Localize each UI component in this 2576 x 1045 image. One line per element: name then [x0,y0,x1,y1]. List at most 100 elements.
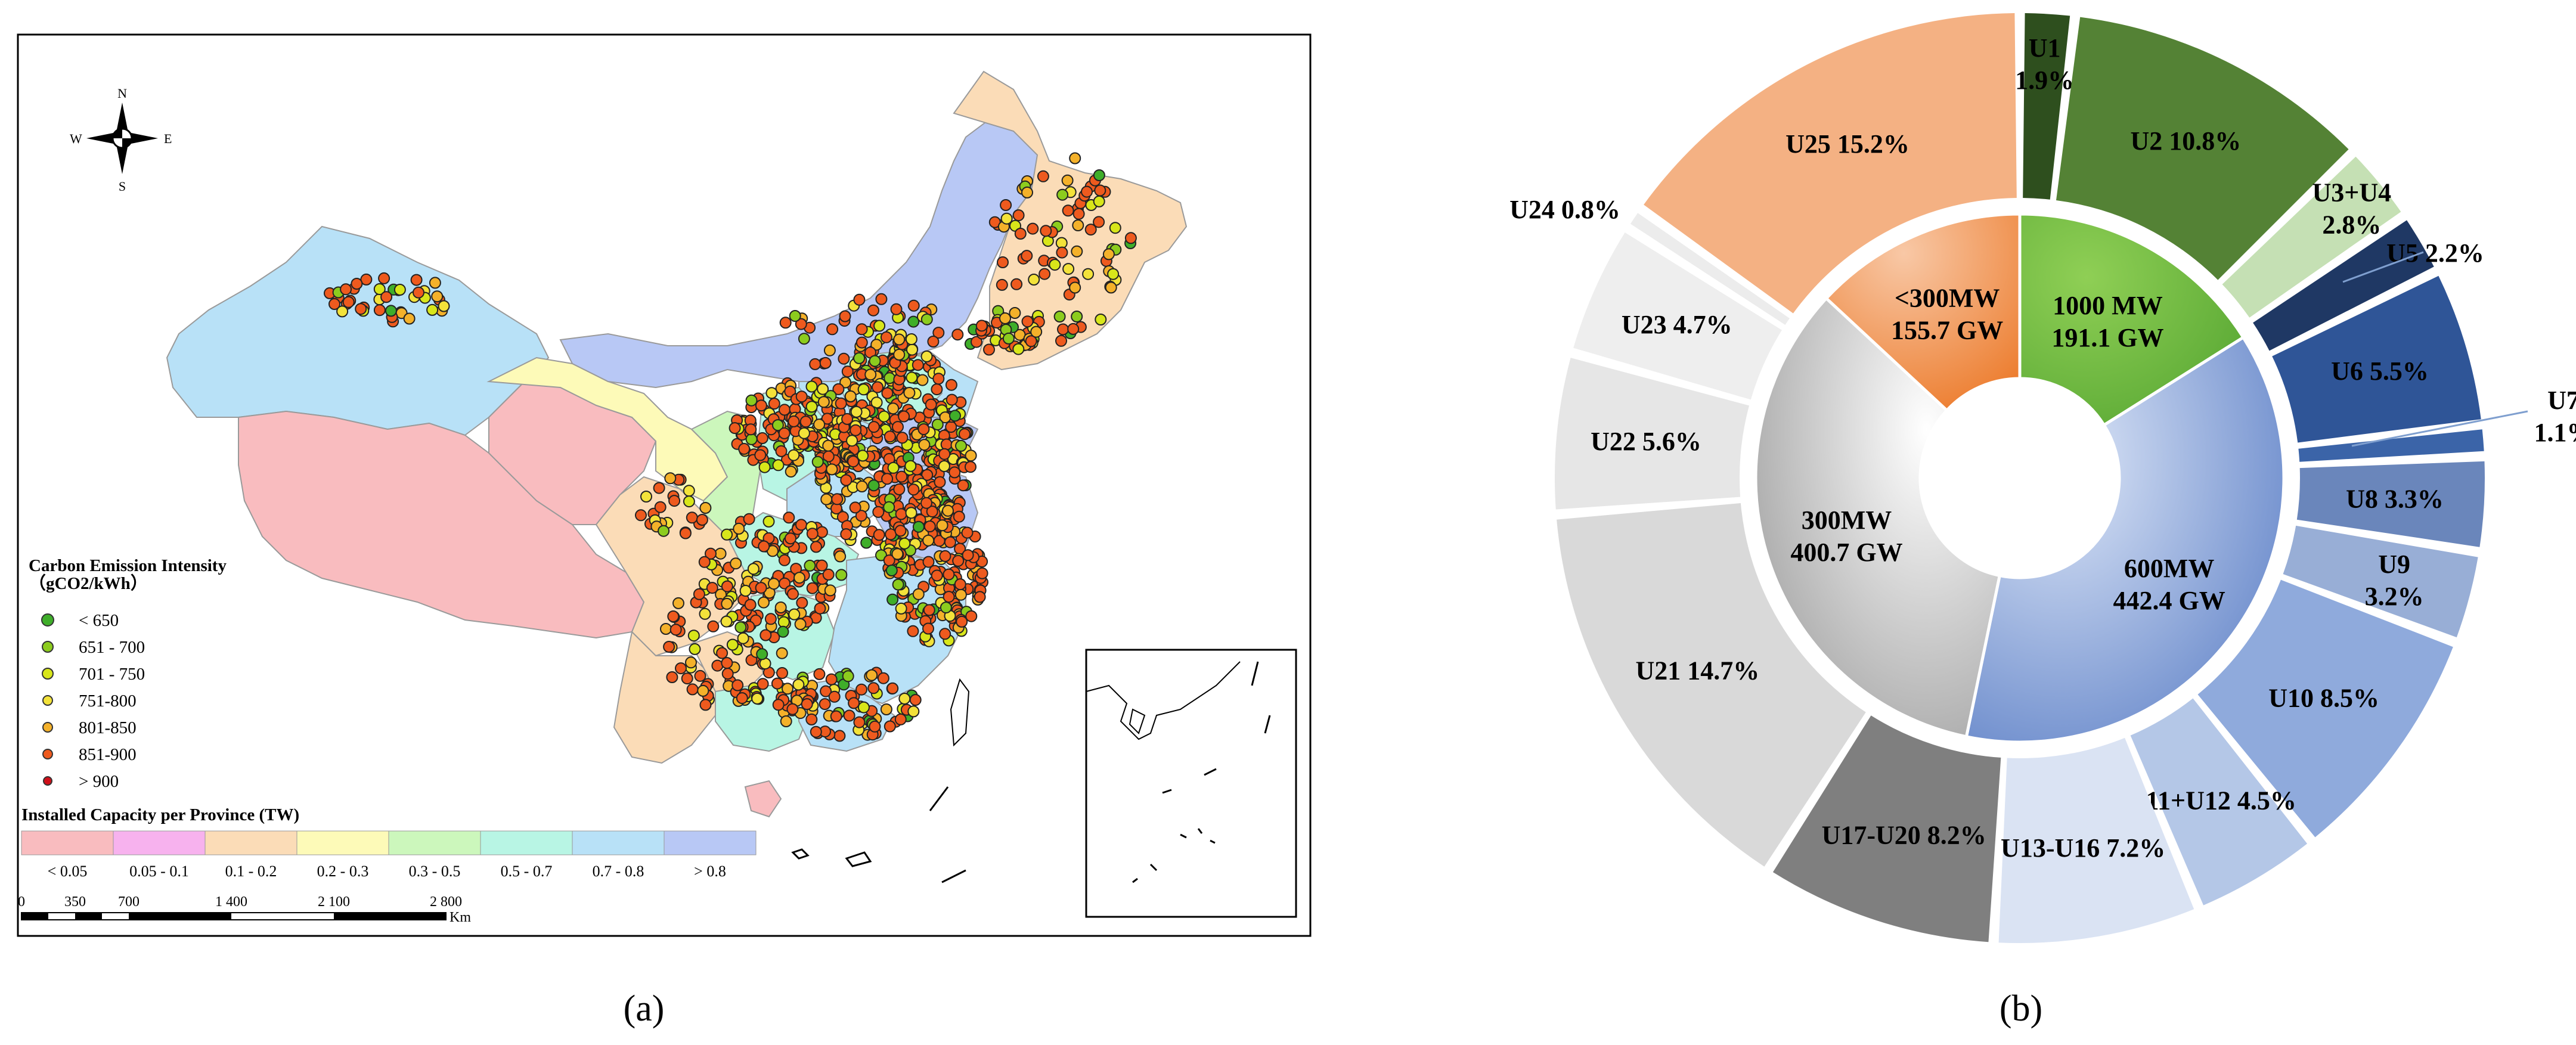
power-plant-point [385,305,397,317]
inner-slice-name: 300MW [1802,506,1892,535]
power-plant-point [880,331,892,343]
emission-legend-swatch [43,776,52,786]
power-plant-point [848,697,860,709]
power-plant-point [841,365,854,378]
power-plant-point [772,699,785,711]
power-plant-point [857,383,870,396]
compass-w: W [70,131,82,146]
power-plant-point [758,596,770,609]
power-plant-point [932,327,945,339]
power-plant-point [721,657,733,669]
power-plant-point [355,303,367,315]
capacity-legend-swatch [480,830,573,855]
emission-legend-label: 651 - 700 [79,638,145,657]
power-plant-point [799,415,812,428]
capacity-legend-swatch [113,830,206,855]
power-plant-point [706,582,718,594]
power-plant-point [336,305,349,318]
emission-legend-swatch [41,613,54,627]
power-plant-point [1082,268,1095,280]
power-plant-point [758,461,771,473]
power-plant-point [996,278,1008,291]
power-plant-point [731,679,744,692]
power-plant-point [826,463,838,476]
power-plant-point [877,672,889,684]
outer-slice-label: U5 2.2% [2386,238,2484,268]
power-plant-point [380,291,393,303]
outer-slice-name: U9 [2378,550,2410,579]
outer-slice-pct: 2.8% [2322,210,2381,240]
power-plant-point [922,534,935,547]
power-plant-point [916,374,929,386]
power-plant-point [776,667,788,679]
power-plant-point [949,410,961,422]
power-plant-point [918,439,931,451]
power-plant-point [410,274,423,286]
outer-slice-pct: 3.2% [2365,582,2424,611]
power-plant-point [686,683,699,696]
power-plant-point [795,390,808,403]
power-plant-point [721,597,733,610]
power-plant-point [948,466,961,479]
power-plant-point [940,601,952,614]
power-plant-point [828,690,841,703]
power-plant-point [821,413,833,425]
power-plant-point [1069,152,1081,165]
power-plant-point [1021,250,1033,262]
power-plant-point [768,578,780,590]
power-plant-point [834,550,847,563]
power-plant-point [1061,174,1074,187]
compass-s: S [119,179,126,194]
power-plant-point [1095,314,1107,325]
emission-legend-unit: （gCO2/kWh） [29,573,148,593]
power-plant-point [438,300,450,312]
outer-slice-label: U10 8.5% [2268,684,2379,713]
outer-slice [1772,715,2001,942]
scale-bar: 0 350 700 1 400 2 100 2 800 Km [18,894,471,925]
power-plant-point [906,343,918,356]
power-plant-point [726,638,739,651]
power-plant-point [975,320,988,332]
power-plant-point [885,565,898,576]
power-plant-point [675,662,687,675]
power-plant-point [843,709,855,722]
capacity-legend-title: Installed Capacity per Province (TW) [21,805,299,824]
power-plant-point [923,604,935,616]
power-plant-point [855,683,867,696]
capacity-legend-label: < 0.05 [48,863,88,880]
power-plant-point [835,569,848,581]
power-plant-point [794,618,807,630]
power-plant-point [891,548,904,560]
power-plant-point [878,410,890,423]
scale-tick-label: 350 [64,894,86,910]
power-plant-point [895,470,908,483]
power-plant-point [1000,212,1013,225]
power-plant-point [903,387,916,399]
power-plant-point [825,673,838,686]
power-plant-point [932,373,945,385]
power-plant-point [679,527,692,539]
power-plant-point [813,668,826,680]
donut-hole [1920,379,2119,578]
power-plant-point [668,495,681,507]
power-plant-point [806,582,819,594]
power-plant-point [721,528,733,541]
power-plant-point [974,591,986,603]
power-plant-point [785,532,796,545]
power-plant-point [805,713,818,725]
outer-slice [1644,13,2017,314]
power-plant-point [1000,199,1012,211]
power-plant-point [934,476,946,488]
power-plant-point [850,424,862,436]
power-plant-point [1049,259,1061,271]
outer-ring: U1 1.9% U2 10.8% U3+U4 2.8%U5 2.2% U6 5.5% U7 1… [1509,13,2576,944]
power-plant-point [1084,224,1097,236]
power-plant-point [786,703,799,715]
power-plant-point [1027,222,1039,235]
power-plant-point [1028,274,1040,286]
power-plant-point [760,629,772,641]
outer-slice-label: U24 0.8% [1509,195,1620,224]
power-plant-point [927,336,940,348]
power-plant-point [956,615,968,628]
power-plant-point [959,428,971,441]
